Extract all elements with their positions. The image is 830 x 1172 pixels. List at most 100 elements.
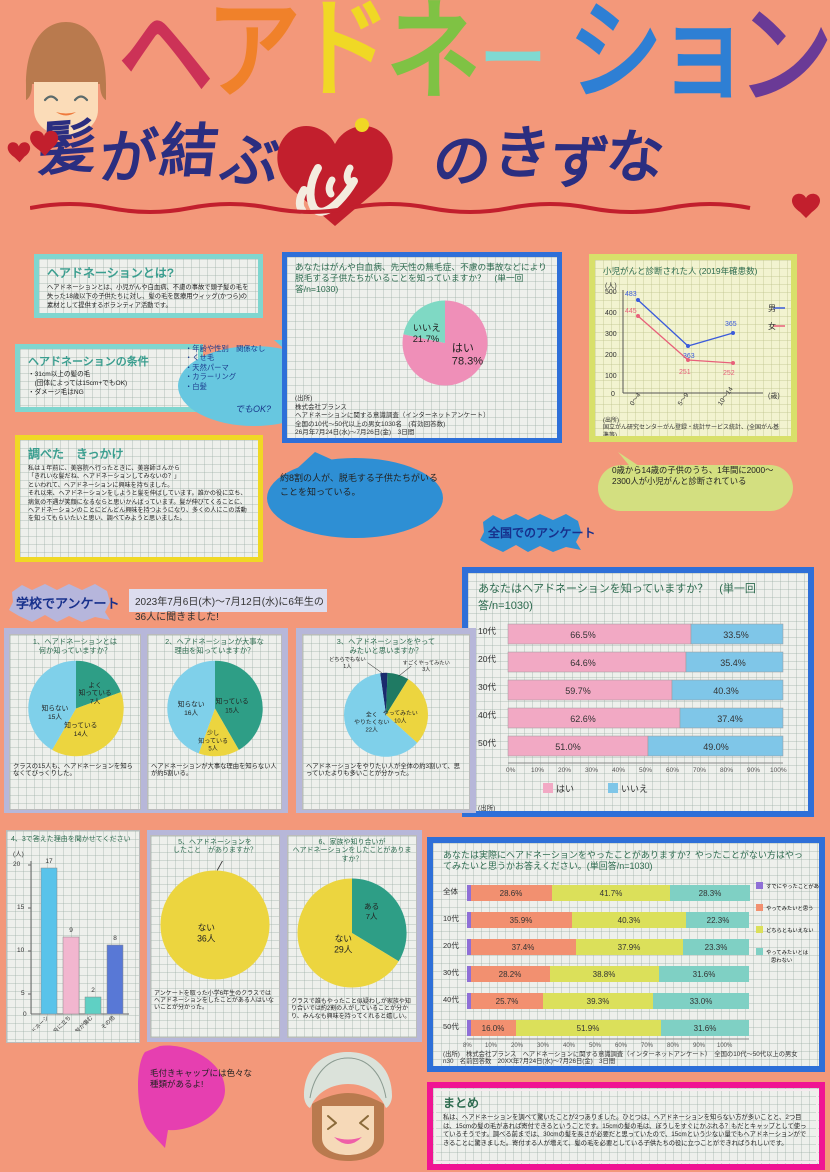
- svg-text:0: 0: [23, 1011, 27, 1018]
- svg-text:31.6%: 31.6%: [694, 1024, 717, 1033]
- svg-text:いいえ: いいえ: [413, 323, 441, 333]
- svg-text:どちらでもない: どちらでもない: [329, 656, 366, 663]
- svg-text:49.0%: 49.0%: [703, 742, 729, 752]
- svg-text:5人: 5人: [208, 745, 217, 752]
- svg-text:50代: 50代: [443, 1021, 459, 1031]
- svg-text:0〜4: 0〜4: [629, 391, 643, 407]
- svg-text:62.6%: 62.6%: [570, 714, 596, 724]
- svg-text:はい: はい: [556, 784, 574, 794]
- svg-text:14人: 14人: [74, 730, 88, 738]
- svg-text:3人: 3人: [422, 666, 431, 673]
- svg-text:15人: 15人: [225, 706, 239, 714]
- svg-text:(歳): (歳): [768, 391, 780, 400]
- svg-text:50%: 50%: [639, 767, 652, 774]
- svg-text:28.6%: 28.6%: [500, 889, 523, 898]
- svg-text:8: 8: [113, 935, 117, 942]
- svg-text:5: 5: [21, 990, 25, 997]
- svg-text:0: 0: [611, 391, 615, 398]
- svg-text:ない: ない: [335, 934, 353, 944]
- svg-text:90%: 90%: [747, 767, 760, 774]
- svg-text:100%: 100%: [770, 767, 787, 774]
- svg-text:10%: 10%: [485, 1043, 498, 1049]
- svg-text:知っている: 知っている: [64, 720, 97, 729]
- svg-text:すでにやったことがある: すでにやったことがある: [766, 882, 824, 890]
- svg-text:23.3%: 23.3%: [705, 943, 728, 952]
- svg-text:25.7%: 25.7%: [496, 997, 519, 1006]
- svg-text:10: 10: [17, 947, 25, 954]
- svg-text:40.3%: 40.3%: [713, 686, 739, 696]
- svg-text:29人: 29人: [334, 945, 353, 955]
- svg-text:女: 女: [768, 321, 776, 331]
- svg-text:9: 9: [69, 927, 73, 934]
- svg-text:髪が傷む: 髪が傷む: [73, 1013, 95, 1031]
- svg-text:やりたくない: やりたくない: [354, 718, 389, 726]
- svg-text:60%: 60%: [666, 767, 679, 774]
- svg-text:60%: 60%: [615, 1043, 628, 1049]
- svg-text:すごくやってみたい: すごくやってみたい: [403, 658, 450, 666]
- svg-text:36人: 36人: [197, 933, 216, 943]
- svg-text:男: 男: [768, 304, 776, 313]
- svg-text:78.3%: 78.3%: [452, 356, 484, 368]
- svg-text:30%: 30%: [585, 767, 598, 774]
- svg-text:483: 483: [625, 291, 637, 298]
- svg-text:70%: 70%: [641, 1043, 654, 1049]
- svg-text:90%: 90%: [693, 1043, 706, 1049]
- svg-text:20: 20: [13, 861, 21, 868]
- svg-text:1人: 1人: [343, 662, 352, 669]
- svg-text:16人: 16人: [184, 709, 198, 717]
- svg-text:10%: 10%: [531, 767, 544, 774]
- svg-text:28.3%: 28.3%: [699, 889, 722, 898]
- svg-text:思わない: 思わない: [771, 957, 792, 964]
- svg-text:どちらともいえない: どちらともいえない: [766, 926, 814, 934]
- svg-text:知っている: 知っている: [215, 696, 248, 705]
- svg-text:50%: 50%: [589, 1043, 602, 1049]
- svg-text:22人: 22人: [366, 726, 379, 733]
- svg-text:33.0%: 33.0%: [690, 997, 713, 1006]
- svg-text:70%: 70%: [693, 767, 706, 774]
- svg-text:40代: 40代: [443, 994, 459, 1004]
- svg-text:40%: 40%: [563, 1043, 576, 1049]
- svg-text:いいえ: いいえ: [621, 784, 648, 794]
- svg-text:365: 365: [725, 321, 737, 328]
- svg-text:40.3%: 40.3%: [618, 916, 641, 925]
- svg-text:(人): (人): [13, 850, 24, 858]
- svg-text:0%: 0%: [506, 767, 516, 774]
- svg-text:37.9%: 37.9%: [618, 943, 641, 952]
- svg-text:51.0%: 51.0%: [555, 742, 581, 752]
- svg-text:251: 251: [679, 369, 691, 376]
- svg-text:20%: 20%: [511, 1043, 524, 1049]
- svg-text:人の役に立ち: 人の役に立ち: [43, 1013, 72, 1030]
- svg-text:22.3%: 22.3%: [707, 916, 730, 925]
- svg-text:やってみたい: やってみたい: [383, 708, 418, 716]
- svg-text:10人: 10人: [394, 717, 407, 724]
- svg-text:38.8%: 38.8%: [593, 970, 616, 979]
- svg-text:5〜9: 5〜9: [677, 391, 691, 407]
- svg-text:知らない: 知らない: [177, 699, 204, 708]
- svg-text:20代: 20代: [478, 654, 496, 664]
- svg-text:41.7%: 41.7%: [600, 889, 623, 898]
- svg-text:2: 2: [91, 987, 95, 994]
- svg-text:80%: 80%: [720, 767, 733, 774]
- svg-text:少し: 少し: [207, 730, 219, 737]
- svg-text:15人: 15人: [48, 713, 62, 721]
- svg-text:40代: 40代: [478, 710, 496, 720]
- svg-text:252: 252: [723, 370, 735, 377]
- svg-text:17: 17: [45, 858, 53, 865]
- svg-text:その他: その他: [99, 1013, 117, 1031]
- svg-text:64.6%: 64.6%: [570, 658, 596, 668]
- svg-text:10代: 10代: [443, 913, 459, 923]
- svg-text:31.6%: 31.6%: [693, 970, 716, 979]
- svg-text:37.4%: 37.4%: [512, 943, 535, 952]
- svg-text:16.0%: 16.0%: [482, 1024, 505, 1033]
- svg-text:15: 15: [17, 904, 25, 911]
- svg-text:ない: ない: [198, 922, 216, 932]
- svg-text:37.4%: 37.4%: [717, 714, 743, 724]
- svg-text:7人: 7人: [90, 697, 101, 705]
- svg-text:7人: 7人: [366, 912, 378, 921]
- svg-text:445: 445: [625, 308, 637, 315]
- svg-text:知っている: 知っている: [79, 688, 112, 697]
- svg-text:21.7%: 21.7%: [413, 335, 440, 345]
- svg-text:35.4%: 35.4%: [720, 658, 746, 668]
- svg-text:10代: 10代: [478, 626, 496, 636]
- svg-text:やってみたいとは: やってみたいとは: [766, 948, 809, 956]
